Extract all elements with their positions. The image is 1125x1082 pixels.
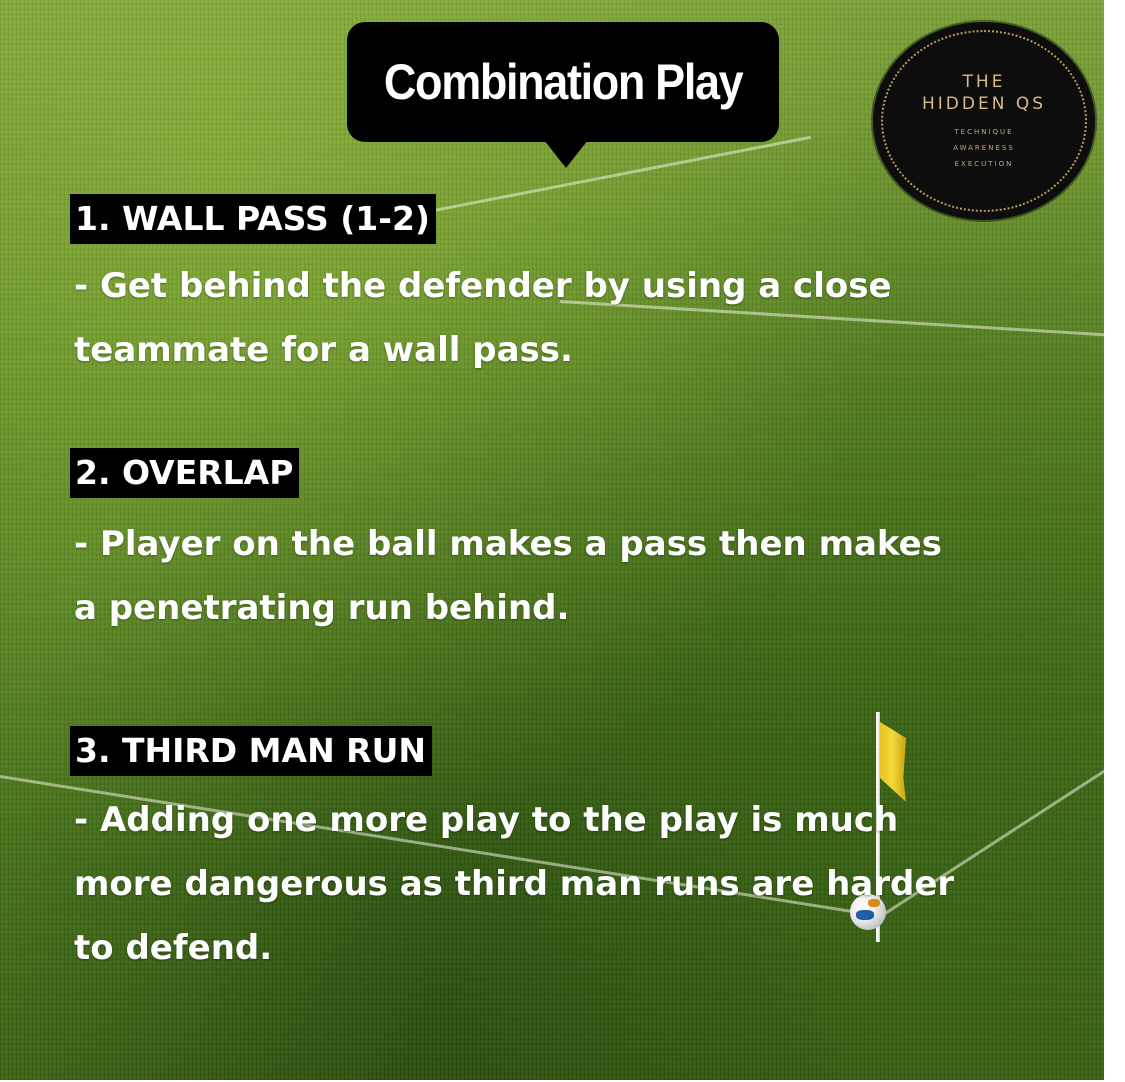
- section-body-third-man-run: - Adding one more play to the play is mu…: [74, 788, 954, 980]
- section-body-line: more dangerous as third man runs are har…: [74, 864, 955, 904]
- bottom-margin: [0, 1080, 1125, 1082]
- section-body-line: - Adding one more play to the play is mu…: [74, 800, 899, 840]
- section-body-line: a penetrating run behind.: [74, 588, 570, 628]
- section-body-line: - Get behind the defender by using a clo…: [74, 266, 892, 306]
- section-body-overlap: - Player on the ball makes a pass then m…: [74, 512, 942, 640]
- corner-flag-pole: [876, 712, 880, 942]
- logo-tagline-technique: TECHNIQUE: [954, 128, 1014, 136]
- section-body-line: - Player on the ball makes a pass then m…: [74, 524, 942, 564]
- section-body-line: teammate for a wall pass.: [74, 330, 573, 370]
- section-heading-overlap: 2. OVERLAP: [70, 448, 300, 498]
- logo-tagline-awareness: AWARENESS: [953, 144, 1015, 152]
- title-speech-bubble: Combination Play: [347, 22, 779, 168]
- logo-text-top: THE: [962, 72, 1006, 92]
- page-title: Combination Play: [383, 54, 744, 110]
- section-body-wall-pass: - Get behind the defender by using a clo…: [74, 254, 892, 382]
- right-margin: [1104, 0, 1125, 1082]
- logo-tagline-execution: EXECUTION: [954, 160, 1014, 168]
- football-icon: [850, 894, 886, 930]
- brand-logo: THE HIDDEN QS TECHNIQUE AWARENESS EXECUT…: [873, 22, 1095, 220]
- section-body-line: to defend.: [74, 928, 273, 968]
- section-heading-third-man-run: 3. THIRD MAN RUN: [70, 726, 432, 776]
- logo-ring: [881, 30, 1087, 212]
- section-heading-wall-pass: 1. WALL PASS (1-2): [70, 194, 437, 244]
- poster-background: Combination Play THE HIDDEN QS TECHNIQUE…: [0, 0, 1104, 1080]
- logo-text-main: HIDDEN QS: [921, 94, 1046, 114]
